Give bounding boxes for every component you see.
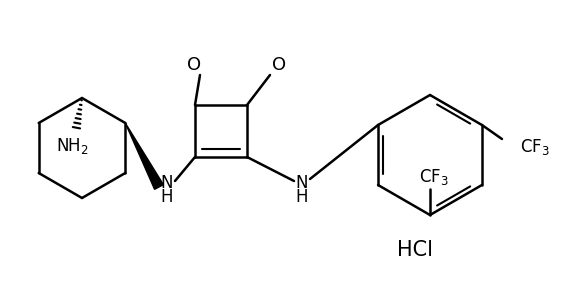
Text: O: O bbox=[187, 56, 201, 74]
Text: N: N bbox=[296, 174, 308, 192]
Text: N: N bbox=[161, 174, 173, 192]
Text: H: H bbox=[161, 188, 173, 206]
Text: NH$_2$: NH$_2$ bbox=[55, 136, 88, 156]
Text: HCl: HCl bbox=[397, 240, 433, 260]
Text: H: H bbox=[296, 188, 308, 206]
Text: CF$_3$: CF$_3$ bbox=[520, 137, 550, 157]
Polygon shape bbox=[126, 123, 164, 189]
Text: CF$_3$: CF$_3$ bbox=[419, 167, 449, 187]
Text: O: O bbox=[272, 56, 286, 74]
